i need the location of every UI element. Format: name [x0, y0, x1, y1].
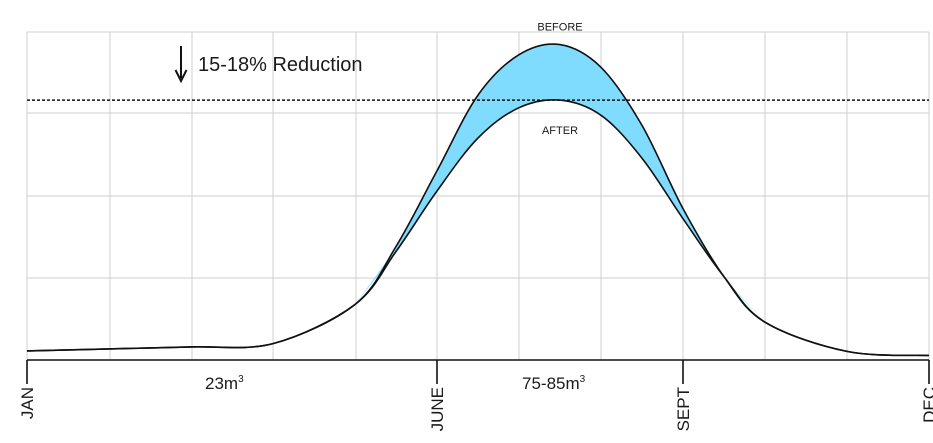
x-tick-label: JUNE: [428, 387, 447, 431]
reduction-annotation: 15-18% Reduction: [174, 46, 363, 84]
series-label-before: BEFORE: [537, 22, 582, 34]
reduction-text: 15-18% Reduction: [198, 54, 363, 76]
before-curve: [26, 43, 930, 357]
x-tick-label: JAN: [18, 387, 37, 419]
after-curve: [26, 99, 930, 357]
high-volume-label: 75-85m3: [522, 374, 586, 393]
reduction-area: [355, 44, 765, 323]
x-axis-ticks: JAN JUNE SEPT DEC: [18, 360, 933, 431]
x-tick-label: SEPT: [674, 387, 693, 431]
down-arrow-head-icon: [174, 69, 188, 84]
low-volume-label: 23m3: [205, 374, 244, 393]
x-tick-label: DEC: [920, 387, 933, 423]
series-label-after: AFTER: [542, 125, 578, 137]
chart-grid: [26, 31, 930, 361]
